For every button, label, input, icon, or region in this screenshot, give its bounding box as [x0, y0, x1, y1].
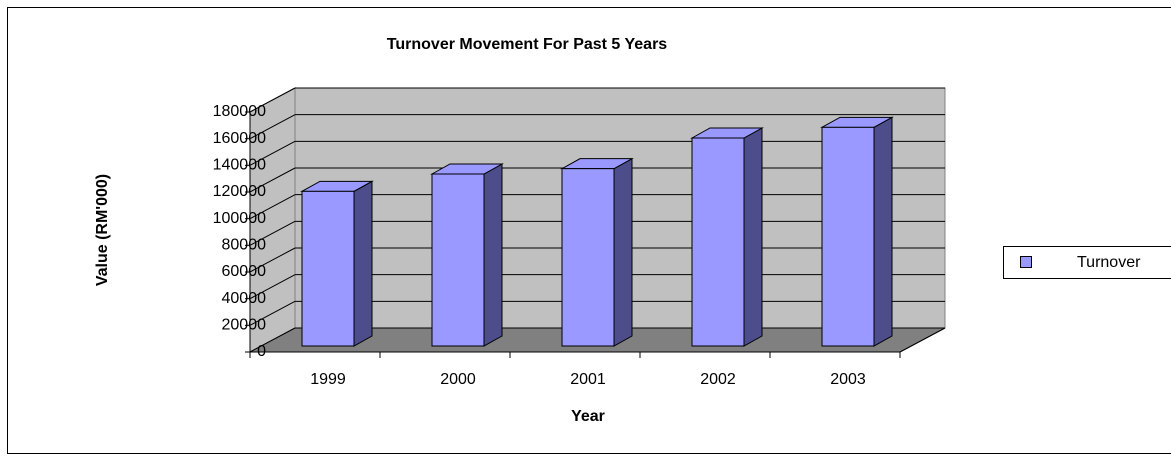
legend — [1003, 246, 1171, 279]
grid-line — [249, 194, 296, 220]
grid-line — [249, 300, 296, 326]
y-tick-label: 100000 — [213, 210, 266, 227]
plot — [245, 87, 946, 358]
x-axis-depth — [899, 327, 946, 353]
grid-line — [249, 220, 296, 246]
grid-line — [249, 247, 296, 273]
bar — [691, 137, 745, 347]
bar — [431, 173, 485, 347]
bar — [301, 190, 355, 347]
y-tick-label: 40000 — [222, 290, 267, 307]
legend-swatch — [1020, 256, 1032, 268]
grid-line — [249, 327, 296, 353]
y-tick-label: 20000 — [222, 317, 267, 334]
x-tick-label: 2002 — [700, 371, 736, 388]
y-tick-label: 120000 — [213, 183, 266, 200]
x-tick-label: 2000 — [440, 371, 476, 388]
bar — [821, 126, 875, 347]
x-tick-label: 2001 — [570, 371, 606, 388]
y-tick-label: 160000 — [213, 130, 266, 147]
bar-side — [483, 163, 503, 347]
x-tick-label: 2003 — [830, 371, 866, 388]
y-tick-label: 0 — [257, 343, 266, 360]
y-tick-label: 80000 — [222, 237, 267, 254]
bar-side — [613, 157, 633, 347]
grid-line — [249, 87, 296, 113]
y-tick-label: 60000 — [222, 263, 267, 280]
bar-side — [873, 116, 893, 347]
grid-line — [249, 167, 296, 193]
grid-line — [249, 114, 296, 140]
bar — [561, 168, 615, 347]
y-tick-label: 180000 — [213, 103, 266, 120]
y-tick-label: 140000 — [213, 157, 266, 174]
bar-side — [353, 180, 373, 347]
chart-title: Turnover Movement For Past 5 Years — [387, 36, 668, 53]
y-axis-label: Value (RM'000) — [94, 174, 111, 286]
bar-side — [743, 127, 763, 347]
grid-line — [249, 274, 296, 300]
legend-label: Turnover — [1077, 254, 1141, 271]
x-axis-label: Year — [571, 408, 605, 425]
x-tick-label: 1999 — [310, 371, 346, 388]
grid-line — [249, 140, 296, 166]
